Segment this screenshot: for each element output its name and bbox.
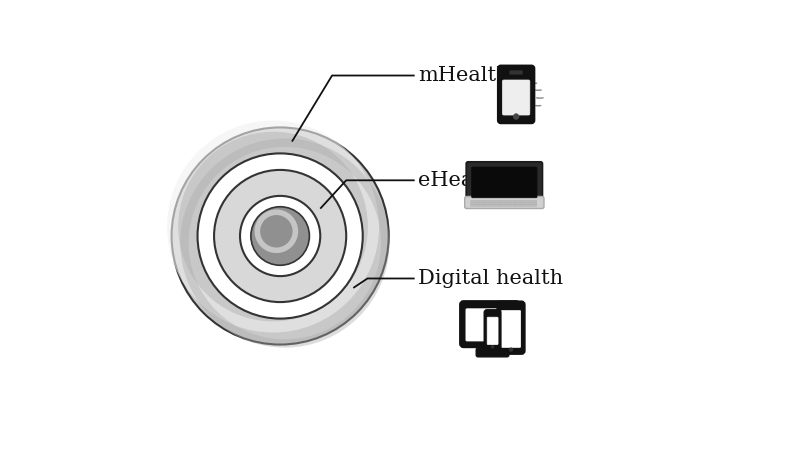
FancyBboxPatch shape — [493, 204, 500, 206]
Text: eHealth: eHealth — [418, 171, 502, 190]
FancyBboxPatch shape — [529, 204, 537, 206]
FancyBboxPatch shape — [478, 202, 485, 204]
FancyBboxPatch shape — [493, 202, 500, 204]
FancyBboxPatch shape — [522, 204, 529, 206]
Circle shape — [513, 114, 519, 119]
FancyBboxPatch shape — [500, 202, 507, 204]
Ellipse shape — [251, 207, 309, 265]
FancyBboxPatch shape — [461, 302, 518, 346]
FancyBboxPatch shape — [522, 200, 529, 202]
FancyBboxPatch shape — [487, 317, 498, 345]
FancyBboxPatch shape — [472, 167, 537, 198]
Polygon shape — [489, 344, 497, 351]
FancyBboxPatch shape — [478, 200, 485, 202]
FancyBboxPatch shape — [498, 66, 534, 123]
FancyBboxPatch shape — [529, 200, 537, 202]
Ellipse shape — [171, 127, 388, 345]
Circle shape — [492, 346, 493, 348]
FancyBboxPatch shape — [485, 200, 493, 202]
Text: mHealth: mHealth — [418, 66, 510, 85]
FancyBboxPatch shape — [478, 204, 485, 206]
FancyBboxPatch shape — [477, 348, 509, 357]
FancyBboxPatch shape — [501, 311, 521, 347]
FancyBboxPatch shape — [515, 202, 522, 204]
FancyBboxPatch shape — [529, 202, 537, 204]
FancyBboxPatch shape — [508, 200, 514, 202]
FancyBboxPatch shape — [471, 204, 477, 206]
FancyBboxPatch shape — [471, 200, 477, 202]
FancyBboxPatch shape — [508, 202, 514, 204]
FancyBboxPatch shape — [522, 202, 529, 204]
FancyBboxPatch shape — [515, 200, 522, 202]
FancyBboxPatch shape — [515, 204, 522, 206]
FancyBboxPatch shape — [465, 196, 544, 209]
Ellipse shape — [240, 196, 320, 276]
Ellipse shape — [214, 170, 346, 302]
FancyBboxPatch shape — [508, 204, 514, 206]
FancyBboxPatch shape — [485, 204, 493, 206]
Circle shape — [509, 348, 513, 351]
FancyBboxPatch shape — [500, 204, 507, 206]
FancyBboxPatch shape — [471, 202, 477, 204]
FancyBboxPatch shape — [485, 310, 501, 350]
FancyBboxPatch shape — [500, 200, 507, 202]
FancyBboxPatch shape — [502, 80, 529, 115]
Text: Digital health: Digital health — [418, 269, 564, 288]
FancyBboxPatch shape — [493, 200, 500, 202]
Ellipse shape — [198, 153, 363, 319]
FancyBboxPatch shape — [497, 302, 525, 354]
FancyBboxPatch shape — [466, 162, 542, 201]
FancyBboxPatch shape — [509, 71, 522, 74]
FancyBboxPatch shape — [485, 202, 493, 204]
FancyBboxPatch shape — [466, 309, 513, 341]
